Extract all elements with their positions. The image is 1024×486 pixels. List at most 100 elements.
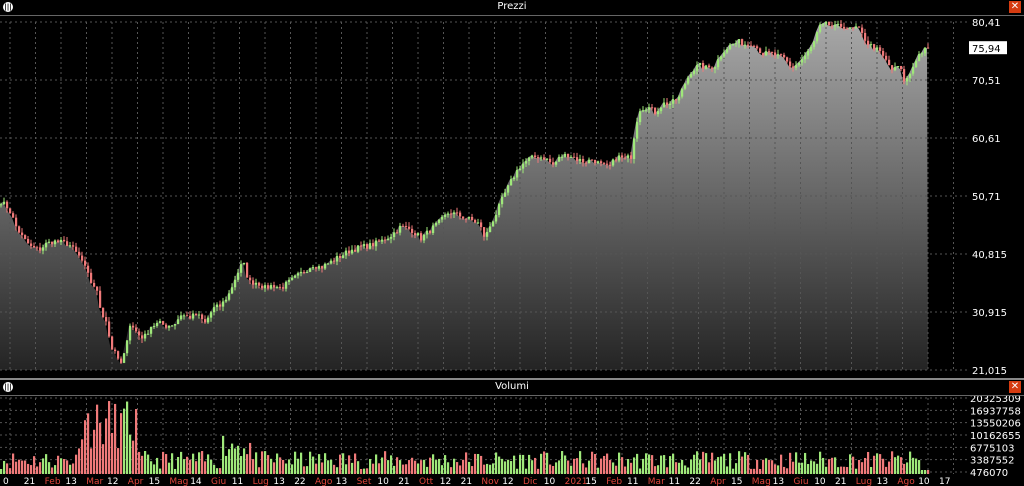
close-icon[interactable]: ✕ <box>1009 1 1021 13</box>
candle-body <box>48 241 51 243</box>
volume-bar <box>225 455 228 474</box>
volume-bar <box>18 459 21 474</box>
volume-bar <box>792 461 795 474</box>
candle-body <box>648 107 651 110</box>
volume-bar <box>810 460 813 474</box>
x-tick-label: Mag <box>169 477 188 486</box>
volume-bar <box>147 454 150 474</box>
candle-body <box>132 325 135 328</box>
volume-bar <box>465 452 468 474</box>
volume-bar <box>279 457 282 474</box>
volume-bar <box>720 456 723 474</box>
x-tick-label: Feb <box>606 477 622 486</box>
volume-bar <box>807 464 810 474</box>
volume-bar <box>876 453 879 474</box>
x-tick-label: 22 <box>294 477 305 486</box>
candle-body <box>144 333 147 339</box>
volume-bar <box>48 462 51 474</box>
candle-body <box>591 159 594 161</box>
volume-bar <box>870 466 873 474</box>
volume-bar <box>717 457 720 474</box>
volume-bar <box>189 459 192 474</box>
candle-body <box>111 336 114 350</box>
volume-bar <box>222 435 225 474</box>
volume-bar <box>831 457 834 474</box>
volume-bar <box>909 451 912 474</box>
candle-body <box>924 47 927 54</box>
volume-bar <box>117 448 120 474</box>
volume-bar <box>714 460 717 474</box>
candle-body <box>96 286 99 291</box>
volume-bar <box>168 462 171 474</box>
candle-body <box>30 243 33 246</box>
candle-body <box>603 163 606 165</box>
candle-body <box>807 50 810 56</box>
volume-bar <box>192 453 195 474</box>
candle-body <box>579 158 582 161</box>
candle-body <box>810 46 813 51</box>
candle-body <box>747 44 750 46</box>
volume-bar <box>39 462 42 474</box>
volume-bar <box>3 460 6 474</box>
volume-bar <box>618 452 621 474</box>
candle-body <box>411 228 414 234</box>
candle-body <box>633 138 636 159</box>
candle-body <box>345 250 348 256</box>
volume-bar <box>762 459 765 474</box>
volume-bar <box>756 459 759 474</box>
volume-bar <box>285 463 288 474</box>
volume-bar <box>834 457 837 474</box>
menu-icon[interactable]: ||| <box>3 382 13 392</box>
volume-bar <box>804 452 807 474</box>
volume-bar <box>12 453 15 474</box>
candle-body <box>102 307 105 318</box>
candle-body <box>657 111 660 115</box>
x-tick-label: 10 <box>377 477 389 486</box>
candle-body <box>801 59 804 63</box>
candle-body <box>504 192 507 197</box>
candle-body <box>888 59 891 66</box>
volume-bar <box>234 448 237 474</box>
volume-bar <box>456 462 459 474</box>
x-tick-label: Dic <box>523 477 537 486</box>
candle-body <box>222 301 225 307</box>
candle-body <box>705 65 708 69</box>
volume-bar <box>387 460 390 474</box>
candle-body <box>375 240 378 247</box>
volume-panel-title: Volumi <box>495 381 529 392</box>
menu-icon[interactable]: ||| <box>3 2 13 12</box>
candle-body <box>321 266 324 269</box>
candle-body <box>324 263 327 269</box>
x-tick-label: Ago <box>897 477 915 486</box>
volume-bar <box>744 452 747 474</box>
volume-bar <box>723 453 726 474</box>
x-tick-label: 21 <box>398 477 409 486</box>
x-tick-label: Mar <box>86 477 103 486</box>
candle-body <box>720 56 723 60</box>
volume-bar <box>438 458 441 474</box>
volume-bar <box>516 468 519 474</box>
volume-bar <box>72 463 75 474</box>
candle-body <box>564 153 567 157</box>
candle-body <box>192 313 195 319</box>
candle-body <box>180 315 183 320</box>
panel-separator[interactable] <box>0 378 1024 380</box>
x-tick-label: 14 <box>190 477 202 486</box>
volume-bar <box>324 453 327 474</box>
close-icon[interactable]: ✕ <box>1009 381 1021 393</box>
candle-body <box>696 65 699 71</box>
candle-body <box>624 157 627 159</box>
volume-bar <box>63 459 66 474</box>
volume-bar <box>522 454 525 474</box>
volume-bar <box>84 420 87 474</box>
volume-bar <box>288 459 291 474</box>
price-panel: 80,41 70,51 60,61 50,71 40,815 30,915 21,015 75… <box>0 0 1024 378</box>
volume-bar <box>57 455 60 474</box>
volume-bar <box>684 465 687 474</box>
price-area <box>0 21 928 371</box>
candle-body <box>561 156 564 158</box>
candle-body <box>408 226 411 229</box>
candle-body <box>852 27 855 29</box>
candle-body <box>663 102 666 108</box>
candle-body <box>72 245 75 247</box>
